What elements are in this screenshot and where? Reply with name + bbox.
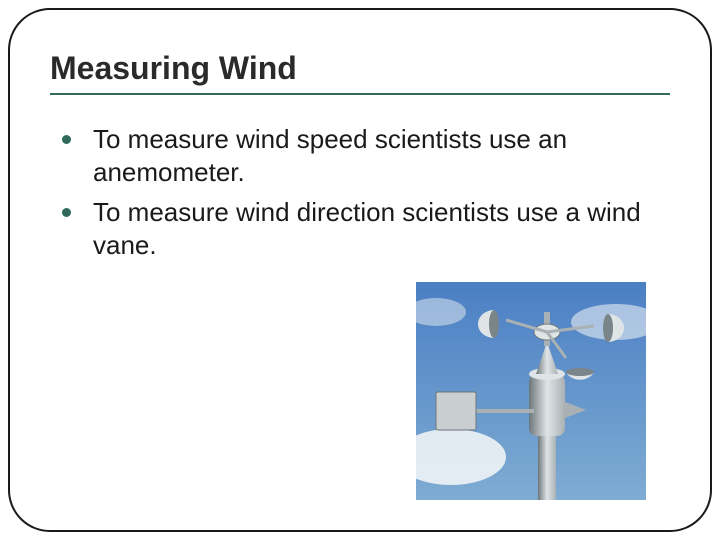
list-item: To measure wind direction scientists use… xyxy=(62,196,670,261)
title-block: Measuring Wind xyxy=(50,50,670,95)
bullet-list: To measure wind speed scientists use an … xyxy=(50,123,670,261)
bullet-text: To measure wind direction scientists use… xyxy=(93,196,670,261)
list-item: To measure wind speed scientists use an … xyxy=(62,123,670,188)
bullet-icon xyxy=(62,208,71,217)
slide-title: Measuring Wind xyxy=(50,50,670,87)
bullet-icon xyxy=(62,135,71,144)
slide-frame: Measuring Wind To measure wind speed sci… xyxy=(8,8,712,532)
anemometer-photo xyxy=(416,282,646,500)
bullet-text: To measure wind speed scientists use an … xyxy=(93,123,670,188)
anemometer-icon xyxy=(416,282,646,500)
